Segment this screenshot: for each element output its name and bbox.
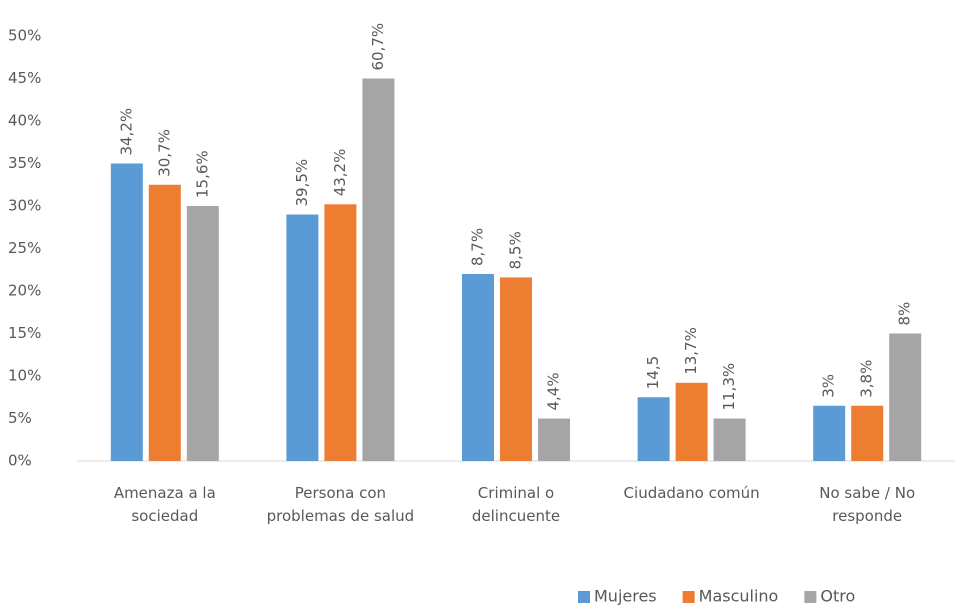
- data-label: 11,3%: [720, 363, 738, 411]
- y-tick-label: 25%: [8, 239, 41, 257]
- bar: [713, 418, 746, 461]
- bar: [538, 418, 570, 461]
- legend-swatch: [578, 591, 590, 603]
- y-tick-label: 10%: [8, 367, 41, 385]
- y-tick-label: 50%: [8, 27, 41, 45]
- legend-label: Otro: [820, 587, 855, 606]
- bar: [675, 382, 708, 461]
- data-label: 39,5%: [293, 159, 311, 207]
- bar: [813, 405, 846, 461]
- data-label: 60,7%: [369, 23, 387, 71]
- y-tick-label: 40%: [8, 112, 41, 130]
- x-tick-label: Persona con problemas de salud: [266, 484, 415, 525]
- bar: [851, 405, 884, 461]
- legend-swatch: [682, 591, 695, 603]
- y-tick-label: 20%: [8, 282, 41, 300]
- legend-swatch: [804, 591, 817, 603]
- x-tick-label: Ciudadano común: [623, 484, 760, 502]
- data-label: 34,2%: [117, 108, 135, 156]
- legend-label: Mujeres: [594, 587, 657, 606]
- data-label: 30,7%: [155, 129, 173, 177]
- data-label: 13,7%: [682, 327, 700, 375]
- y-tick-label: 15%: [8, 324, 41, 342]
- y-tick-label: 30%: [8, 197, 41, 215]
- y-tick-label: 45%: [8, 69, 41, 87]
- y-tick-label: 0%: [8, 452, 32, 470]
- data-label: 14,5: [644, 356, 662, 389]
- data-label: 8,5%: [507, 231, 525, 269]
- y-tick-label: 5%: [8, 409, 32, 427]
- x-tick-label: No sabe / No responde: [819, 484, 916, 525]
- bar: [362, 78, 395, 461]
- bar: [148, 184, 181, 461]
- data-label: 3,8%: [858, 360, 876, 398]
- bar: [110, 163, 143, 461]
- legend-label: Masculino: [699, 587, 779, 606]
- bar: [889, 333, 922, 461]
- data-label: 8,7%: [469, 228, 487, 266]
- data-label: 43,2%: [331, 149, 349, 197]
- data-label: 4,4%: [545, 372, 563, 410]
- bar: [324, 204, 357, 462]
- data-label: 3%: [820, 374, 838, 398]
- bar: [637, 397, 670, 461]
- bar: [500, 277, 532, 461]
- x-tick-label: Amenaza a la sociedad: [113, 484, 216, 525]
- bar: [286, 214, 319, 461]
- bar: [186, 206, 219, 461]
- x-tick-label: Criminal o delincuente: [471, 484, 561, 525]
- y-tick-label: 35%: [8, 154, 41, 172]
- bar: [462, 274, 494, 461]
- data-label: 15,6%: [193, 150, 211, 198]
- data-label: 8%: [896, 302, 914, 326]
